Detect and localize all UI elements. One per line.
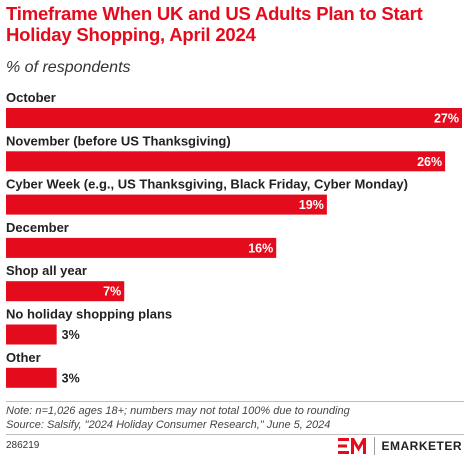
value-label: 26% [417, 155, 442, 169]
value-label: 3% [62, 328, 80, 342]
bar [6, 237, 277, 258]
value-label: 16% [248, 241, 273, 255]
chart-title: Timeframe When UK and US Adults Plan to … [6, 3, 423, 45]
category-label: Shop all year [6, 263, 87, 278]
footnote: Note: n=1,026 ages 18+; numbers may not … [6, 405, 350, 432]
bar [6, 367, 57, 388]
logo-separator [374, 437, 376, 455]
category-label: October [6, 90, 56, 105]
bar [6, 194, 327, 215]
value-label: 19% [299, 198, 324, 212]
value-label: 7% [103, 285, 121, 299]
note-text: Note: n=1,026 ages 18+; numbers may not … [6, 405, 350, 417]
brand-name: EMARKETER [381, 439, 462, 453]
chart-subtitle: % of respondents [6, 59, 131, 76]
category-label: Other [6, 350, 41, 365]
chart-id: 286219 [6, 440, 40, 451]
category-label: November (before US Thanksgiving) [6, 133, 231, 148]
bar [6, 151, 446, 172]
source-text: Source: Salsify, "2024 Holiday Consumer … [6, 418, 331, 431]
bar-chart: October 27% November (before US Thanksgivi… [6, 90, 462, 388]
bar [6, 108, 462, 128]
bar [6, 281, 125, 302]
category-label: Cyber Week (e.g., US Thanksgiving, Black… [6, 177, 408, 192]
footer-divider-top [6, 401, 464, 402]
bar [6, 324, 57, 345]
value-label: 27% [434, 112, 459, 126]
brand-logo: EMARKETER [338, 434, 462, 458]
category-label: December [6, 220, 69, 235]
em-logo-icon [338, 438, 367, 454]
category-label: No holiday shopping plans [6, 307, 172, 322]
footer-divider-bottom [6, 434, 464, 435]
value-label: 3% [62, 371, 80, 385]
